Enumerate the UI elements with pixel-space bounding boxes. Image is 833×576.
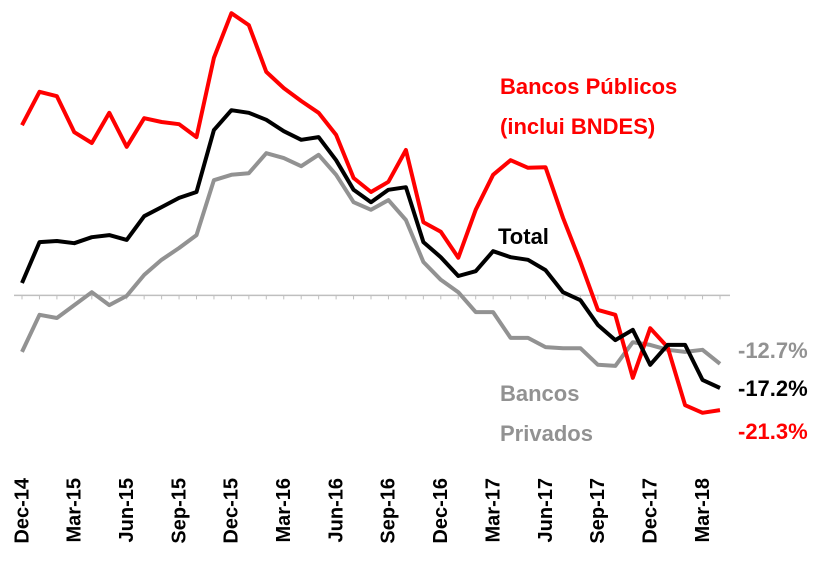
series-line [20, 11, 721, 415]
x-tick-label: Sep-17 [587, 478, 609, 544]
x-tick-label: Dec-14 [11, 477, 33, 543]
series-line [20, 108, 721, 390]
x-tick-label: Dec-17 [639, 478, 661, 544]
x-tick-label: Jun-15 [116, 478, 138, 542]
x-tick-label: Jun-17 [535, 478, 557, 542]
x-tick-label: Jun-16 [325, 478, 347, 542]
x-tick-label: Sep-16 [378, 478, 400, 544]
legend-label: Total [498, 224, 549, 249]
legend-label: Bancos Públicos [500, 74, 677, 99]
legend-label: Privados [500, 421, 593, 446]
value-label: -12.7% [738, 338, 808, 363]
x-tick-label: Dec-15 [221, 478, 243, 544]
x-tick-label: Mar-17 [482, 478, 504, 542]
x-tick-label: Mar-16 [273, 478, 295, 542]
value-label: -21.3% [738, 419, 808, 444]
x-tick-label: Mar-18 [692, 478, 714, 542]
value-label: -17.2% [738, 376, 808, 401]
x-tick-label: Sep-15 [168, 478, 190, 544]
legend-label: (inclui BNDES) [500, 114, 655, 139]
x-tick-label: Dec-16 [430, 478, 452, 544]
legend-label: Bancos [500, 381, 579, 406]
series-line [20, 151, 722, 368]
x-tick-label: Mar-15 [64, 478, 86, 542]
